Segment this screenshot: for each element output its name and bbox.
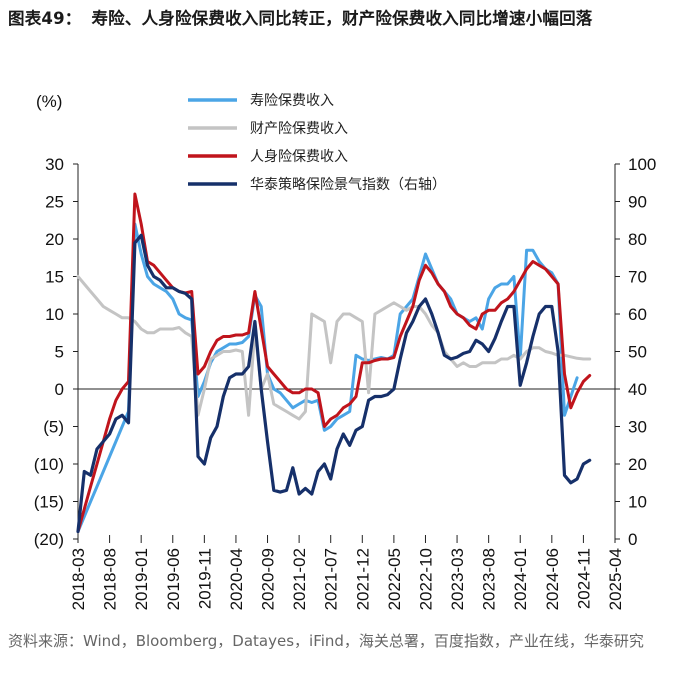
- figure-title-text: 寿险、人身险保费收入同比转正，财产险保费收入同比增速小幅回落: [91, 9, 593, 28]
- x-tick-label: 2021-07: [322, 548, 341, 610]
- legend-label: 人身险保费收入: [250, 149, 348, 165]
- y-right-tick-label: 0: [628, 530, 637, 549]
- y-right-tick-label: 60: [628, 305, 647, 324]
- x-tick-label: 2019-11: [195, 548, 214, 609]
- legend-label: 寿险保费收入: [250, 92, 334, 109]
- x-tick-label: 2020-04: [227, 548, 246, 610]
- jingqi-index-line: [76, 233, 592, 534]
- x-tick-label: 2025-04: [606, 548, 625, 610]
- x-tick-label: 2020-09: [259, 548, 278, 610]
- source-note: 资料来源：Wind，Bloomberg，Datayes，iFind，海关总署，百…: [8, 632, 644, 650]
- shouxian-line: [76, 222, 579, 533]
- x-tick-label: 2024-06: [543, 548, 562, 610]
- y-right-tick-label: 10: [628, 493, 647, 512]
- x-tick-label: 2018-08: [101, 548, 120, 610]
- y-right-tick-label: 90: [628, 193, 647, 212]
- x-tick-label: 2019-01: [132, 548, 151, 610]
- x-tick-label: 2022-05: [385, 548, 404, 610]
- chart-title: 图表49： 寿险、人身险保费收入同比转正，财产险保费收入同比增速小幅回落: [8, 4, 694, 34]
- y-left-tick-label: 15: [45, 268, 64, 287]
- y-right-tick-label: 40: [628, 380, 647, 399]
- y-left-tick-label: (10): [34, 455, 64, 474]
- y-left-tick-label: 10: [45, 305, 64, 324]
- y-right-tick-label: 50: [628, 343, 647, 362]
- caichanxian-line: [76, 275, 592, 421]
- figure-label: 图表49：: [8, 9, 82, 28]
- y-left-tick-label: 30: [45, 155, 64, 174]
- legend-label: 华泰策略保险景气指数（右轴）: [250, 176, 446, 193]
- x-tick-label: 2018-03: [69, 548, 88, 610]
- legend-label: 财产险保费收入: [250, 121, 348, 137]
- y-left-tick-label: 25: [45, 193, 64, 212]
- y-left-tick-label: (5): [43, 418, 64, 437]
- y-right-tick-label: 80: [628, 230, 647, 249]
- y-left-tick-label: (15): [34, 493, 64, 512]
- x-tick-label: 2021-12: [353, 548, 372, 610]
- y-right-tick-label: 70: [628, 268, 647, 287]
- x-tick-label: 2022-10: [416, 548, 435, 610]
- y-left-tick-label: 5: [55, 343, 64, 362]
- renshenxian-line: [76, 192, 592, 533]
- y-right-tick-label: 30: [628, 418, 647, 437]
- y-left-tick-label: (20): [34, 530, 64, 549]
- y-right-tick-label: 20: [628, 455, 647, 474]
- y-left-tick-label: 20: [45, 230, 64, 249]
- x-tick-label: 2024-11: [574, 548, 593, 609]
- x-tick-label: 2019-06: [164, 548, 183, 610]
- x-tick-label: 2021-02: [290, 548, 309, 610]
- x-tick-label: 2024-01: [511, 548, 530, 610]
- x-tick-label: 2023-08: [480, 548, 499, 610]
- y-left-axis-label: (%): [36, 92, 62, 111]
- y-left-tick-label: 0: [55, 380, 64, 399]
- y-right-tick-label: 100: [628, 155, 656, 174]
- x-tick-label: 2023-03: [448, 548, 467, 610]
